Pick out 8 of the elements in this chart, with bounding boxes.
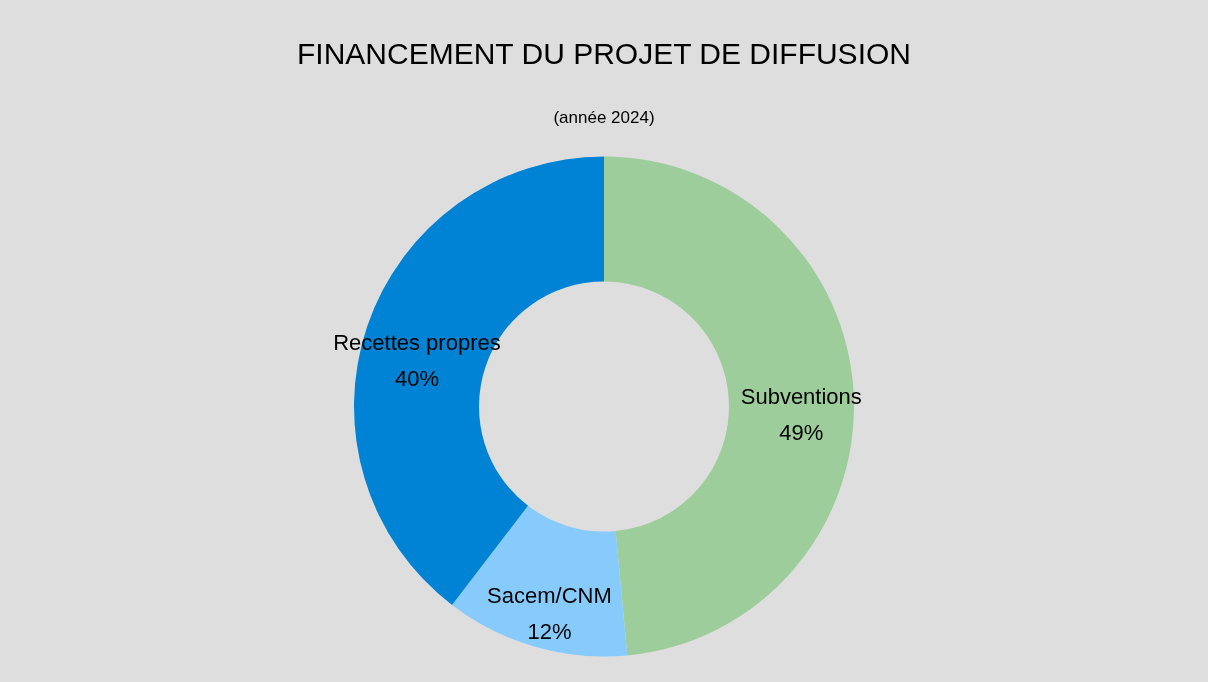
- data-label: 40%: [394, 366, 439, 392]
- chart-title: FINANCEMENT DU PROJET DE DIFFUSION: [297, 37, 911, 70]
- data-label: 12%: [527, 619, 572, 645]
- slice-label: Sacem/CNM: [487, 583, 612, 609]
- donut-slice: [452, 505, 628, 657]
- data-label: 49%: [779, 420, 824, 446]
- chart-subtitle: (année 2024): [553, 108, 655, 127]
- slice-label: Subventions: [740, 384, 862, 410]
